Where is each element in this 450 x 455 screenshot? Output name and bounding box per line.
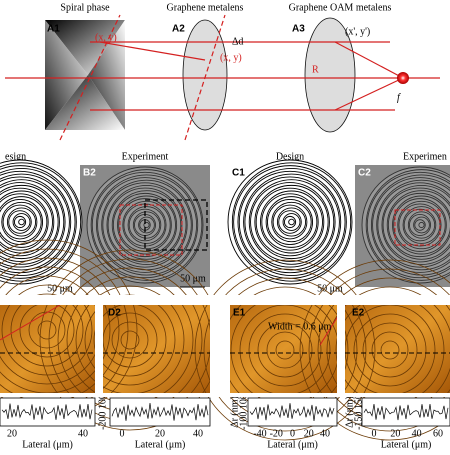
mask [210,300,230,395]
panel-label: C2 [358,168,371,179]
x-tick: 0 [120,428,125,439]
y-axis-label: -200 100 [97,394,108,430]
panel-label: A3 [292,24,305,35]
x-tick: 0 [372,428,377,439]
panel-label: C1 [232,168,245,179]
x-tick: 40 [78,428,88,439]
x-tick: 0 [290,428,295,439]
x-tick: -20 [270,428,283,439]
panel-title: Experiment [122,151,169,162]
x-axis-label: Lateral (μm) [22,439,73,450]
panel-title: Spiral phase [60,2,110,13]
mask [0,295,450,305]
x-axis-label: Lateral (μm) [267,439,318,450]
x-tick: 20 [390,428,400,439]
x-tick: 40 [412,428,422,439]
x-tick: 20 [155,428,165,439]
mask [95,300,103,395]
panel-title: Experimen [403,151,447,162]
panel-label: A2 [172,24,185,35]
mask [0,393,450,397]
annotation: Width = 0.6 μm [268,321,332,332]
x-axis-label: Lateral (μm) [381,439,432,450]
x-tick: 60 [433,428,443,439]
lens-ring [183,20,227,130]
profile-frame [0,398,95,426]
annotation: (x', y') [345,26,370,37]
x-tick: 40 [320,428,330,439]
panel-label: E1 [233,308,246,319]
scale-label: 50 μm [180,273,206,284]
annotation: Δd [232,36,243,47]
metalens [183,20,227,130]
panel-label: E2 [352,308,365,319]
x-tick: -40 [253,428,266,439]
focal-spot [397,72,409,84]
annotation: f [397,92,401,103]
panel-label: B2 [83,168,96,179]
x-axis-label: Lateral (μm) [135,439,186,450]
mask [337,300,345,395]
x-tick: 40 [193,428,203,439]
annotation: (x, y) [95,32,117,43]
annotation: (x, y) [220,52,242,63]
y-tick: -100 100 [238,394,249,430]
panel-label: D2 [108,308,121,319]
y-tick: -150 150 [353,394,364,430]
x-tick: 20 [7,428,17,439]
panel-title: Graphene OAM metalens [289,2,392,13]
panel-label: A1 [47,24,60,35]
x-tick: 20 [304,428,314,439]
annotation: R [312,64,319,75]
panel-title: Graphene metalens [167,2,244,13]
